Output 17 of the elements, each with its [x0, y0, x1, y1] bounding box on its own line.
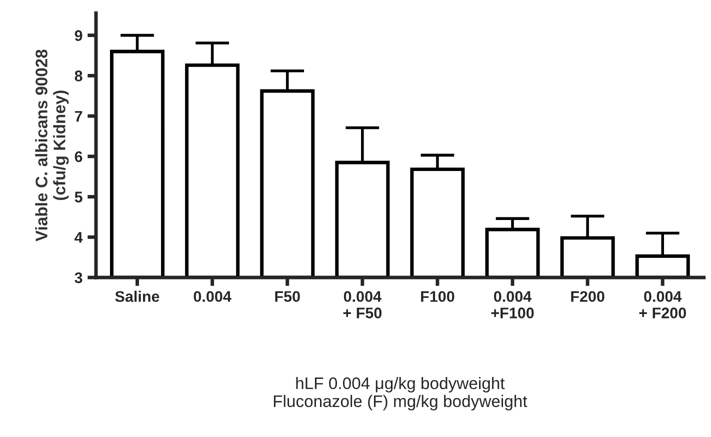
y-tick-label: 8 [74, 70, 82, 82]
y-tick-label: 4 [74, 232, 83, 243]
x-tick-label: F200 [571, 291, 604, 302]
x-tick-label: 0.004 [194, 291, 232, 302]
y-tick-label: 3 [74, 272, 82, 284]
y-axis-title: Viable C. albicans 90028 (cfu/g Kidney) [35, 50, 69, 242]
y-tick-label: 5 [74, 192, 82, 202]
x-axis-title: hLF 0.004 μg/kg bodyweight Fluconazole (F) mg/kg bodyweight [274, 376, 528, 410]
x-tick-label: F100 [421, 291, 454, 302]
x-tick-label: 0.004 + F200 [639, 291, 686, 318]
x-tick-label: Saline [115, 290, 160, 302]
y-tick-label: 9 [74, 30, 82, 41]
y-tick-label: 7 [74, 111, 82, 122]
y-tick-label: 6 [74, 151, 82, 162]
x-tick-label: F50 [275, 291, 300, 302]
x-tick-label: 0.004 +F100 [491, 291, 534, 318]
x-tick-label: 0.004 + F50 [343, 291, 382, 318]
